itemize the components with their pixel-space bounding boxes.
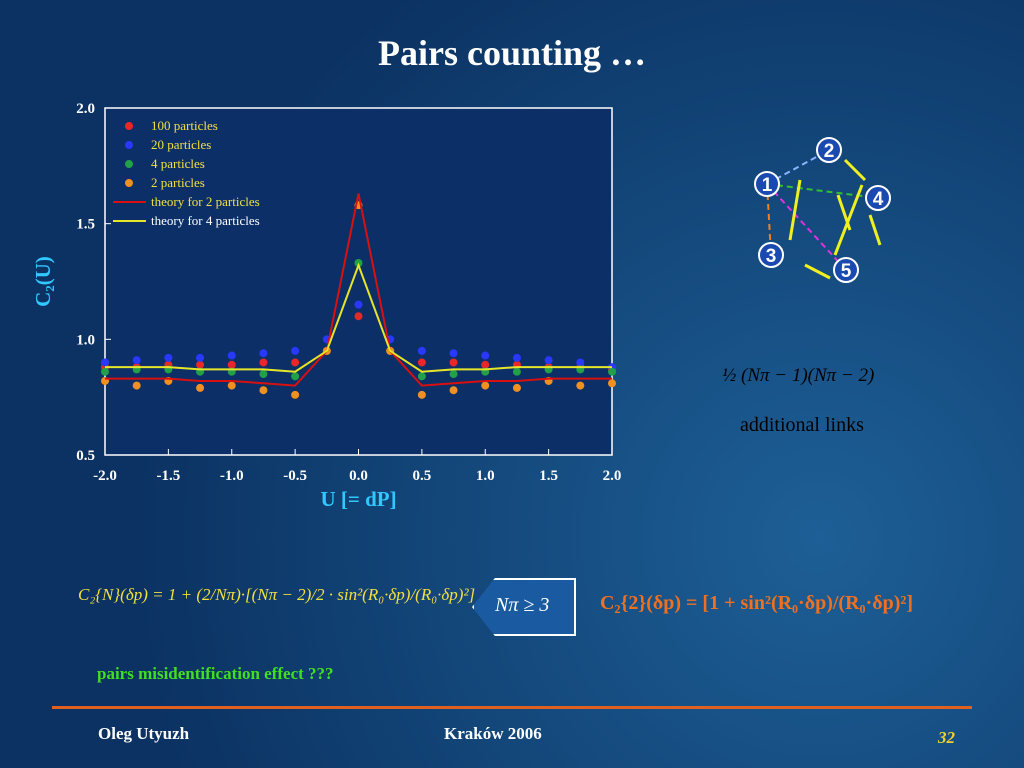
data-point <box>512 383 521 392</box>
legend-marker <box>125 122 133 130</box>
data-point <box>449 358 458 367</box>
data-point <box>417 358 426 367</box>
node-label: 4 <box>873 189 884 210</box>
data-point <box>291 390 300 399</box>
node-label: 2 <box>824 141 835 162</box>
data-point <box>512 353 521 362</box>
arrow-box <box>472 578 576 636</box>
data-point <box>227 351 236 360</box>
data-point <box>608 367 616 376</box>
node-label: 5 <box>841 261 852 282</box>
footer-page: 32 <box>938 728 955 747</box>
x-tick-label: -0.5 <box>283 468 307 484</box>
data-point <box>259 358 268 367</box>
data-point <box>449 349 458 358</box>
footer-event: Kraków 2006 <box>444 724 542 743</box>
node <box>754 171 780 197</box>
data-point <box>291 358 300 367</box>
legend-label: 2 particles <box>151 175 205 190</box>
node-label: 1 <box>762 175 773 196</box>
data-point <box>164 353 173 362</box>
remark: pairs misidentification effect ??? <box>97 664 334 683</box>
x-tick-label: -2.0 <box>93 468 117 484</box>
data-point <box>544 356 553 365</box>
x-axis-label: U [= dP] <box>320 487 396 511</box>
node <box>758 242 784 268</box>
data-point <box>101 367 109 376</box>
data-point <box>481 381 490 390</box>
theory-line <box>105 193 612 387</box>
data-point <box>259 386 268 395</box>
legend-label: 100 particles <box>151 118 218 133</box>
title: Pairs counting … <box>377 33 646 73</box>
link <box>833 184 864 256</box>
data-point <box>608 379 616 388</box>
footer-rule <box>52 706 972 709</box>
data-point <box>576 358 585 367</box>
y-tick-label: 1.5 <box>76 217 95 233</box>
theory-line <box>105 262 612 373</box>
node <box>865 185 891 211</box>
data-point <box>291 372 300 381</box>
formula-two: C₂{2}(δp) = [1 + sin²(R₀·δp)/(R₀·δp)²] <box>600 592 914 614</box>
plot-area <box>104 107 613 456</box>
y-tick-label: 2.0 <box>76 101 95 117</box>
legend-label: 4 particles <box>151 156 205 171</box>
node <box>816 137 842 163</box>
data-point <box>481 351 490 360</box>
data-point <box>101 358 109 367</box>
data-point <box>196 360 205 369</box>
legend-marker <box>125 141 133 149</box>
formula-condition: Nπ ≥ 3 <box>495 594 550 616</box>
data-point <box>132 381 141 390</box>
x-tick-label: -1.0 <box>220 468 244 484</box>
data-point <box>354 312 363 321</box>
link <box>788 179 802 241</box>
data-point <box>259 349 268 358</box>
legend-marker <box>125 160 133 168</box>
link <box>843 158 867 182</box>
data-point <box>417 372 426 381</box>
x-tick-label: 2.0 <box>603 468 622 484</box>
data-point <box>196 353 205 362</box>
legend-label: 20 particles <box>151 137 211 152</box>
node-label: 3 <box>766 246 777 267</box>
data-point <box>227 381 236 390</box>
footer-author: Oleg Utyuzh <box>98 724 190 743</box>
links-note: additional links <box>740 414 864 436</box>
data-point <box>132 356 141 365</box>
data-point <box>417 390 426 399</box>
data-point <box>481 360 490 369</box>
data-point <box>196 383 205 392</box>
x-tick-label: -1.5 <box>157 468 181 484</box>
node <box>833 257 859 283</box>
data-point <box>354 300 363 309</box>
formula-general: C₂{N}(δp) = 1 + (2/Nπ)·[(Nπ − 2)/2 · sin… <box>78 585 476 604</box>
x-tick-label: 0.5 <box>413 468 432 484</box>
x-tick-label: 1.5 <box>539 468 558 484</box>
data-point <box>512 367 521 376</box>
legend-marker <box>125 179 133 187</box>
links-formula: ½ (Nπ − 1)(Nπ − 2) <box>722 365 875 386</box>
y-tick-label: 1.0 <box>76 332 95 348</box>
data-point <box>449 370 458 379</box>
link <box>836 194 852 231</box>
data-point <box>259 370 268 379</box>
data-point <box>227 360 236 369</box>
link <box>868 214 882 246</box>
data-point <box>576 381 585 390</box>
x-tick-label: 0.0 <box>349 468 368 484</box>
x-tick-label: 1.0 <box>476 468 495 484</box>
data-point <box>291 346 300 355</box>
legend-label: theory for 2 particles <box>151 194 260 209</box>
data-point <box>449 386 458 395</box>
link <box>766 183 879 199</box>
y-axis-label: C₂(U) <box>31 256 55 307</box>
data-point <box>417 346 426 355</box>
legend-label: theory for 4 particles <box>151 213 260 228</box>
y-tick-label: 0.5 <box>76 448 95 464</box>
link <box>804 263 831 280</box>
